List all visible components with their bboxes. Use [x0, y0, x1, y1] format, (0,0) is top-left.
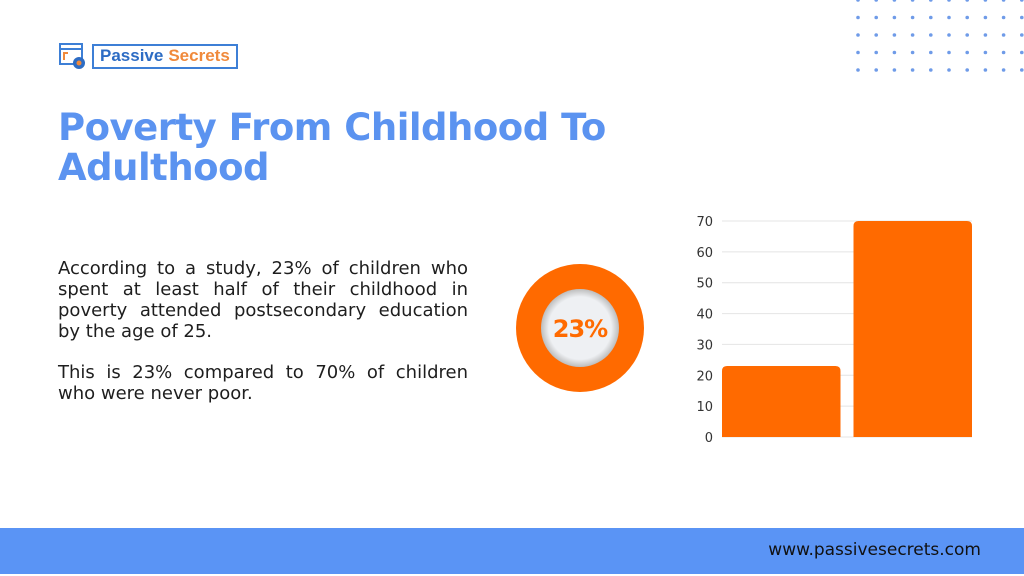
dot — [1001, 68, 1006, 72]
dot — [874, 68, 878, 72]
dot — [983, 50, 988, 55]
dot — [947, 15, 951, 20]
dot — [892, 15, 897, 20]
dot — [929, 68, 933, 72]
dot — [947, 33, 951, 37]
bar — [722, 366, 841, 437]
dot — [929, 0, 933, 2]
bar — [853, 221, 972, 437]
y-tick-label: 70 — [696, 215, 713, 230]
donut-center — [541, 289, 619, 367]
logo-wordmark: Passive Secrets — [92, 43, 238, 69]
dot — [856, 33, 860, 37]
dot — [965, 0, 969, 2]
dot — [1001, 33, 1006, 37]
dot — [874, 0, 878, 2]
dot — [929, 15, 933, 20]
dot — [1020, 0, 1024, 2]
dot — [910, 15, 915, 20]
dot — [1020, 33, 1024, 37]
dot — [892, 68, 897, 72]
body-text: According to a study, 23% of children wh… — [58, 258, 468, 404]
dot — [983, 68, 988, 72]
dot — [856, 0, 860, 2]
browser-gear-icon — [59, 43, 85, 69]
dot — [1001, 0, 1006, 2]
paragraph: According to a study, 23% of children wh… — [58, 258, 468, 342]
dot — [983, 0, 988, 2]
dot — [874, 33, 878, 37]
dot — [910, 33, 915, 37]
dot — [1020, 68, 1024, 72]
dot — [910, 68, 915, 72]
y-tick-label: 20 — [696, 369, 713, 384]
dot — [947, 50, 951, 55]
y-tick-label: 10 — [696, 400, 713, 415]
y-tick-label: 30 — [696, 338, 713, 353]
dot — [856, 68, 860, 72]
y-tick-label: 0 — [705, 431, 713, 446]
dot — [929, 50, 933, 55]
dot — [983, 15, 988, 20]
dot — [1020, 50, 1024, 55]
logo: Passive Secrets — [58, 41, 238, 71]
dot — [910, 50, 915, 55]
footer-bar: www.passivesecrets.com — [0, 528, 1024, 574]
dot — [1001, 15, 1006, 20]
y-tick-label: 40 — [696, 308, 713, 323]
dot — [965, 68, 969, 72]
dot — [965, 15, 969, 20]
dot — [965, 33, 969, 37]
y-tick-label: 60 — [696, 246, 713, 261]
dot — [1001, 50, 1006, 55]
dot — [874, 15, 878, 20]
paragraph: This is 23% compared to 70% of children … — [58, 362, 468, 404]
dot — [874, 50, 878, 55]
dot — [856, 50, 860, 55]
donut-stat: 23% — [516, 264, 644, 392]
bar-chart: 0 10 20 30 40 50 60 70 — [696, 215, 972, 446]
dot — [1020, 15, 1024, 20]
dot — [910, 0, 915, 2]
dot — [965, 50, 969, 55]
dot — [983, 33, 988, 37]
page-title: Poverty From Childhood To Adulthood — [58, 106, 606, 189]
dot — [947, 68, 951, 72]
dot — [856, 15, 860, 20]
dot — [892, 50, 897, 55]
dot — [892, 33, 897, 37]
dot — [929, 33, 933, 37]
y-tick-label: 50 — [696, 277, 713, 292]
decorative-dot-grid — [856, 0, 1024, 72]
dot — [947, 0, 951, 2]
dot — [892, 0, 897, 2]
donut-label: 23% — [553, 315, 608, 343]
footer-url: www.passivesecrets.com — [768, 540, 981, 560]
